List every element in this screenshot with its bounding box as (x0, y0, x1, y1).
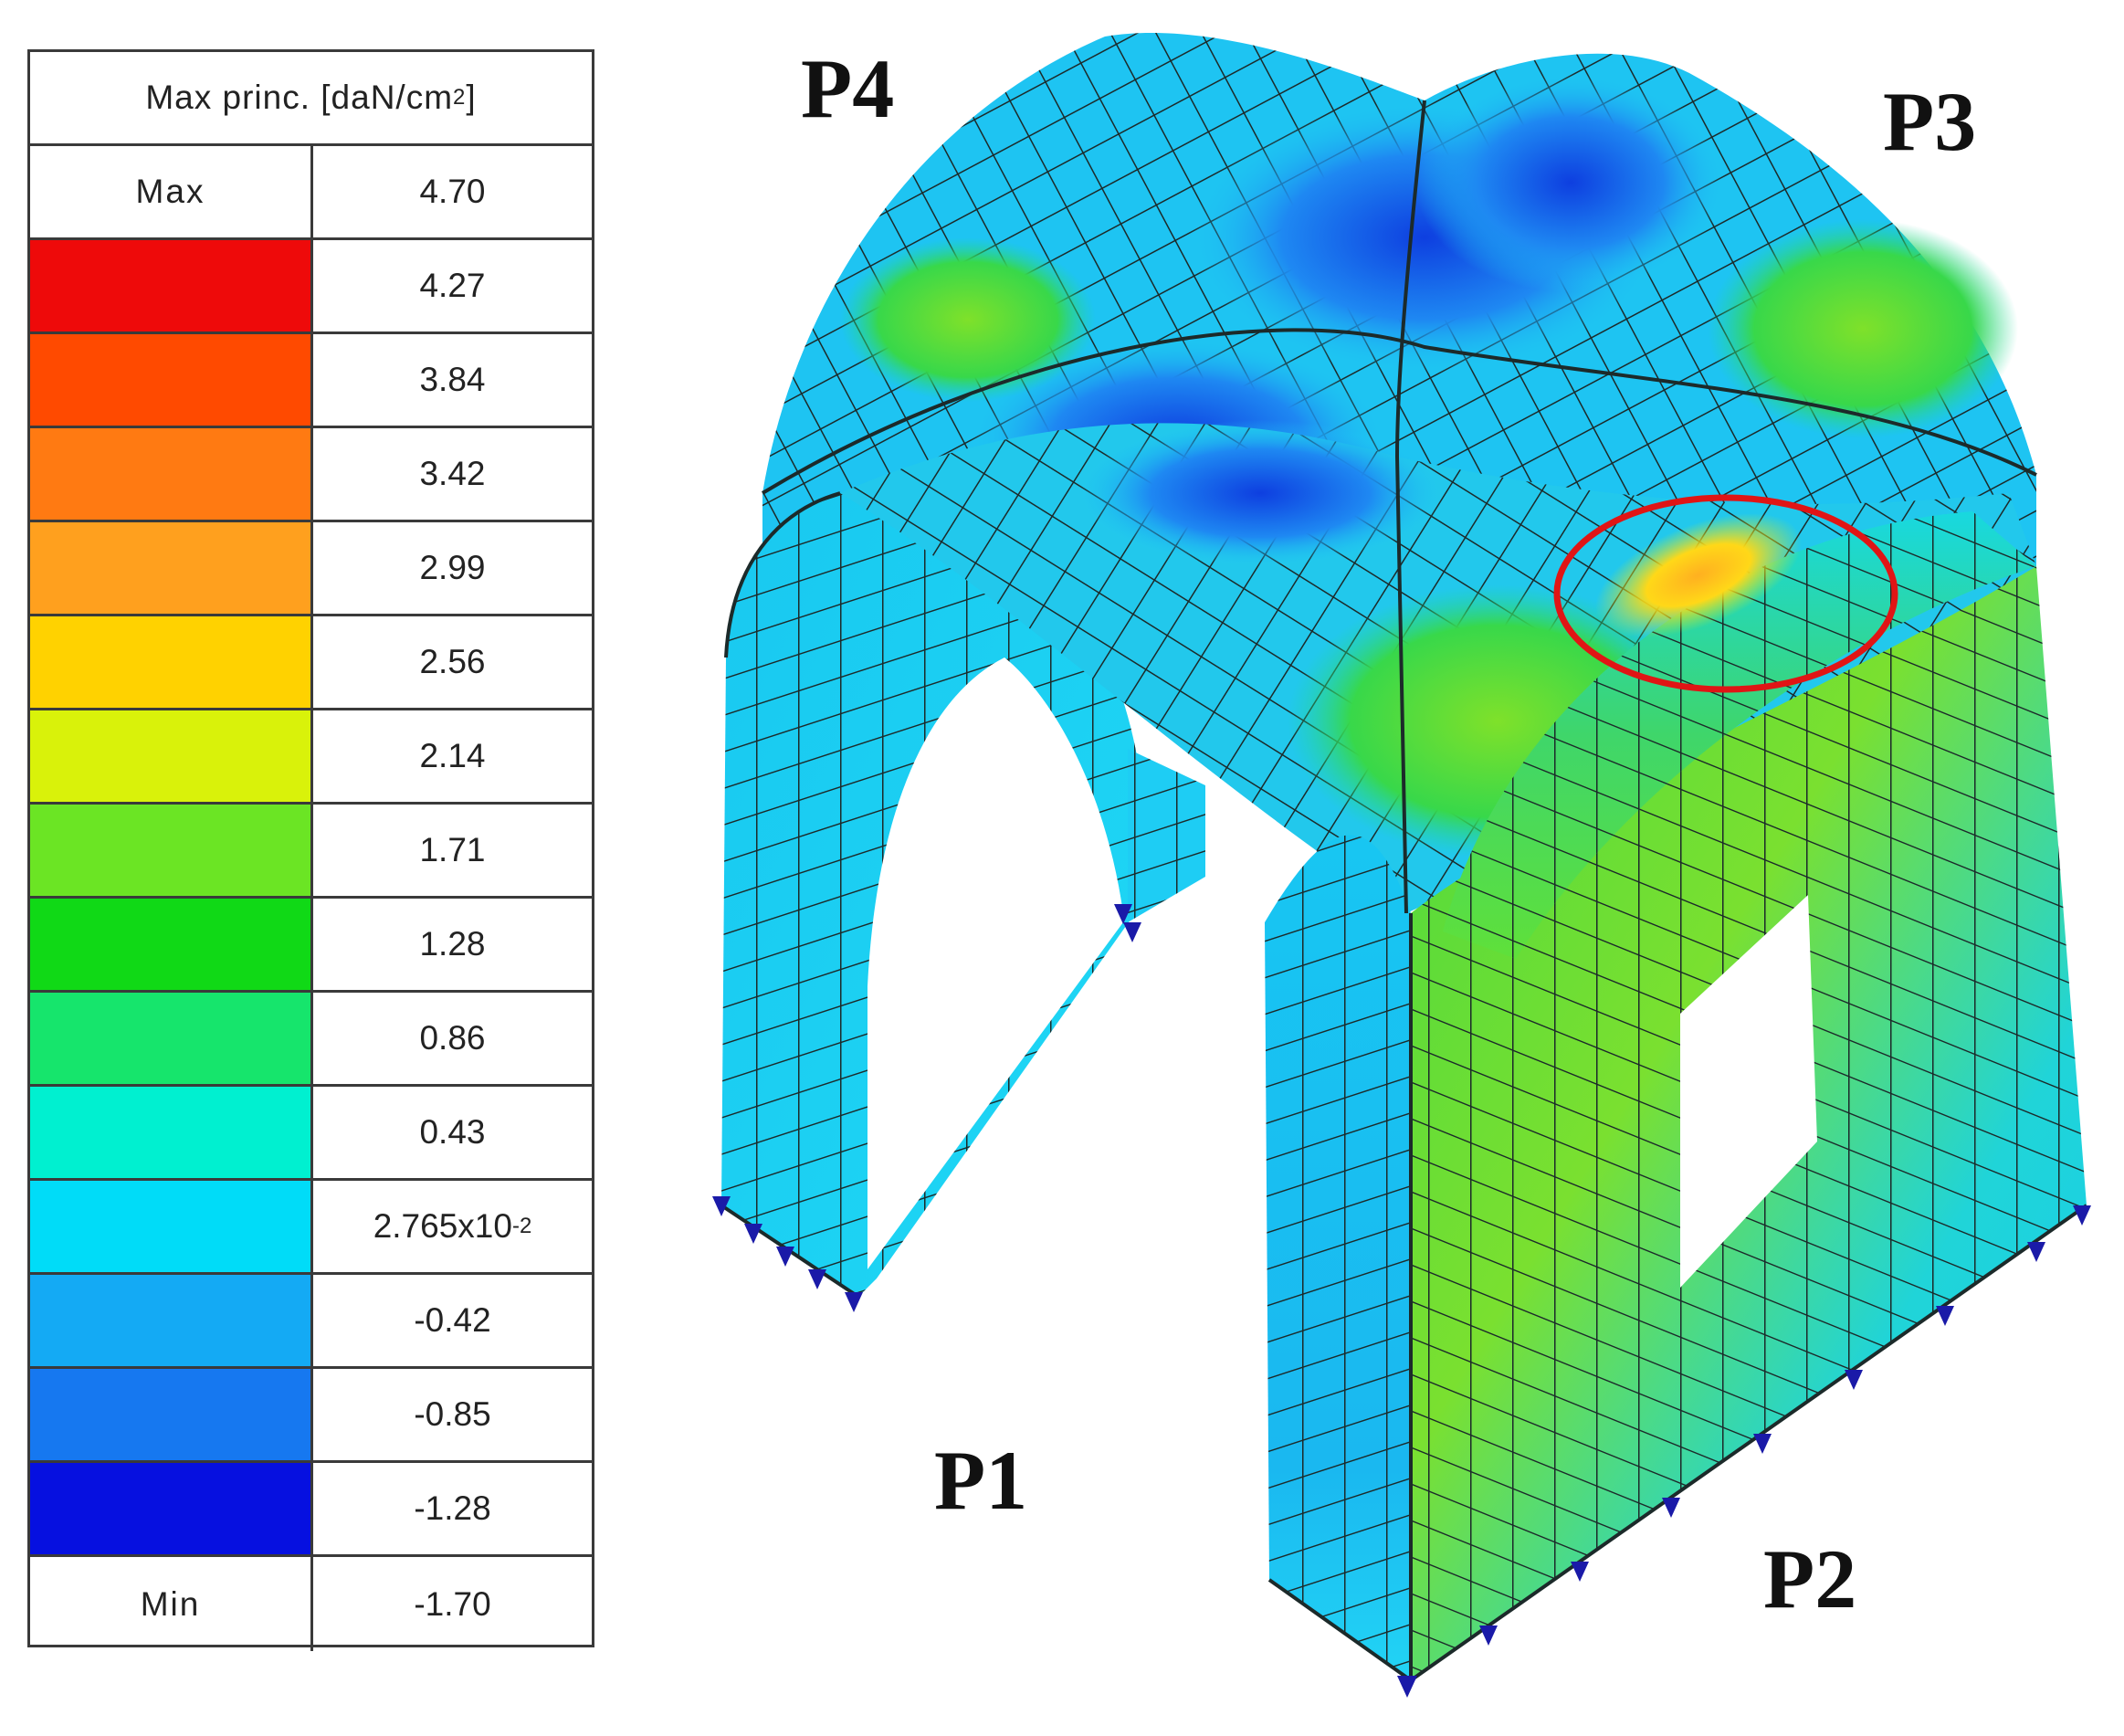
legend-band-value: 3.84 (313, 334, 592, 426)
legend-band-value: 0.86 (313, 993, 592, 1084)
legend-band-value: -0.85 (313, 1369, 592, 1460)
legend-band-value: 1.71 (313, 805, 592, 896)
green-zone-right (1708, 219, 2018, 438)
legend-band-value-text: -0.42 (414, 1301, 491, 1339)
support-markers (712, 904, 2091, 1698)
legend-color-swatch (30, 1369, 313, 1460)
legend-band-value-text: 1.28 (419, 925, 486, 963)
legend-row-max: Max 4.70 (30, 146, 592, 240)
legend-row-min: Min -1.70 (30, 1557, 592, 1651)
legend-band-value-text: 2.56 (419, 643, 486, 680)
blue-zone-front-top (1078, 420, 1443, 566)
legend-row-band: 4.27 (30, 240, 592, 334)
green-zone-left (840, 237, 1096, 402)
legend-row-band: 0.86 (30, 993, 592, 1087)
legend-band-value-text: 2.99 (419, 549, 486, 586)
legend-color-swatch (30, 993, 313, 1084)
legend-band-value-text: 1.71 (419, 831, 486, 868)
legend-row-band: 0.43 (30, 1087, 592, 1181)
legend-color-swatch (30, 899, 313, 990)
legend-row-band: 1.28 (30, 899, 592, 993)
legend-band-value-text: 4.27 (419, 267, 486, 304)
legend-band-value: 1.28 (313, 899, 592, 990)
legend-title: Max princ. [daN/cm 2] (30, 52, 592, 146)
legend-band-value: -1.28 (313, 1463, 592, 1554)
legend-band-value-text: -1.28 (414, 1489, 491, 1527)
pillar-label-p1: P1 (934, 1434, 1027, 1527)
pillar-label-p4: P4 (801, 42, 894, 135)
stress-legend: Max princ. [daN/cm 2] Max 4.70 4.27 3.84 3.42… (27, 49, 594, 1651)
legend-title-text: Max princ. [daN/cm (145, 79, 454, 116)
front-wall-mesh (1265, 835, 1411, 1680)
left-wall-opening (867, 658, 1123, 1269)
max-stress-hotspot (1594, 513, 1803, 637)
legend-row-band: 2.14 (30, 710, 592, 805)
legend-band-value-text: 2.14 (419, 737, 486, 774)
legend-color-swatch (30, 522, 313, 614)
legend-band-value-text: 3.84 (419, 361, 486, 398)
legend-color-swatch (30, 616, 313, 708)
legend-color-swatch (30, 710, 313, 802)
legend-band-value: 2.14 (313, 710, 592, 802)
legend-color-swatch (30, 334, 313, 426)
legend-band-value: -0.42 (313, 1275, 592, 1366)
model-edges (720, 100, 2088, 1683)
legend-row-band: -0.85 (30, 1369, 592, 1463)
legend-color-swatch (30, 1181, 313, 1272)
legend-band-value-text: 0.86 (419, 1019, 486, 1057)
legend-row-band: 2.99 (30, 522, 592, 616)
legend-band-value-text: 2.765x10 (373, 1207, 512, 1245)
legend-bound-label: Max (30, 146, 313, 237)
legend-row-band: 2.765x10 -2 (30, 1181, 592, 1275)
legend-band-value-exponent: -2 (511, 1214, 532, 1238)
highlight-ring (1553, 494, 1898, 693)
right-wall-opening (1680, 895, 1817, 1288)
legend-row-band: 2.56 (30, 616, 592, 710)
legend-row-band: -0.42 (30, 1275, 592, 1369)
legend-row-band: 3.42 (30, 428, 592, 522)
legend-bound-value: -1.70 (414, 1584, 491, 1623)
legend-color-swatch (30, 1087, 313, 1178)
legend-row-band: 1.71 (30, 805, 592, 899)
pillar-label-p3: P3 (1883, 75, 1976, 168)
legend-band-value: 2.56 (313, 616, 592, 708)
legend-band-value: 3.42 (313, 428, 592, 520)
legend-band-value: 2.99 (313, 522, 592, 614)
inner-far-pier-mesh (1128, 749, 1205, 922)
legend-band-value-text: 3.42 (419, 455, 486, 492)
legend-color-swatch (30, 1463, 313, 1554)
legend-color-swatch (30, 1275, 313, 1366)
legend-band-value-text: -0.85 (414, 1395, 491, 1433)
legend-color-swatch (30, 428, 313, 520)
legend-band-value: 4.27 (313, 240, 592, 331)
legend-color-swatch (30, 805, 313, 896)
legend-title-close: ] (466, 79, 477, 116)
low-stress-zone-back (1415, 73, 1726, 292)
legend-row-band: 3.84 (30, 334, 592, 428)
legend-row-band: -1.28 (30, 1463, 592, 1557)
legend-bound-value: 4.70 (419, 173, 486, 210)
legend-title-exponent: 2 (453, 85, 467, 110)
legend-band-value: 0.43 (313, 1087, 592, 1178)
legend-band-value-text: 0.43 (419, 1113, 486, 1151)
pillar-label-p2: P2 (1763, 1532, 1856, 1626)
legend-bound-label: Min (30, 1557, 313, 1651)
legend-band-value: 2.765x10 -2 (313, 1181, 592, 1272)
legend-color-swatch (30, 240, 313, 331)
